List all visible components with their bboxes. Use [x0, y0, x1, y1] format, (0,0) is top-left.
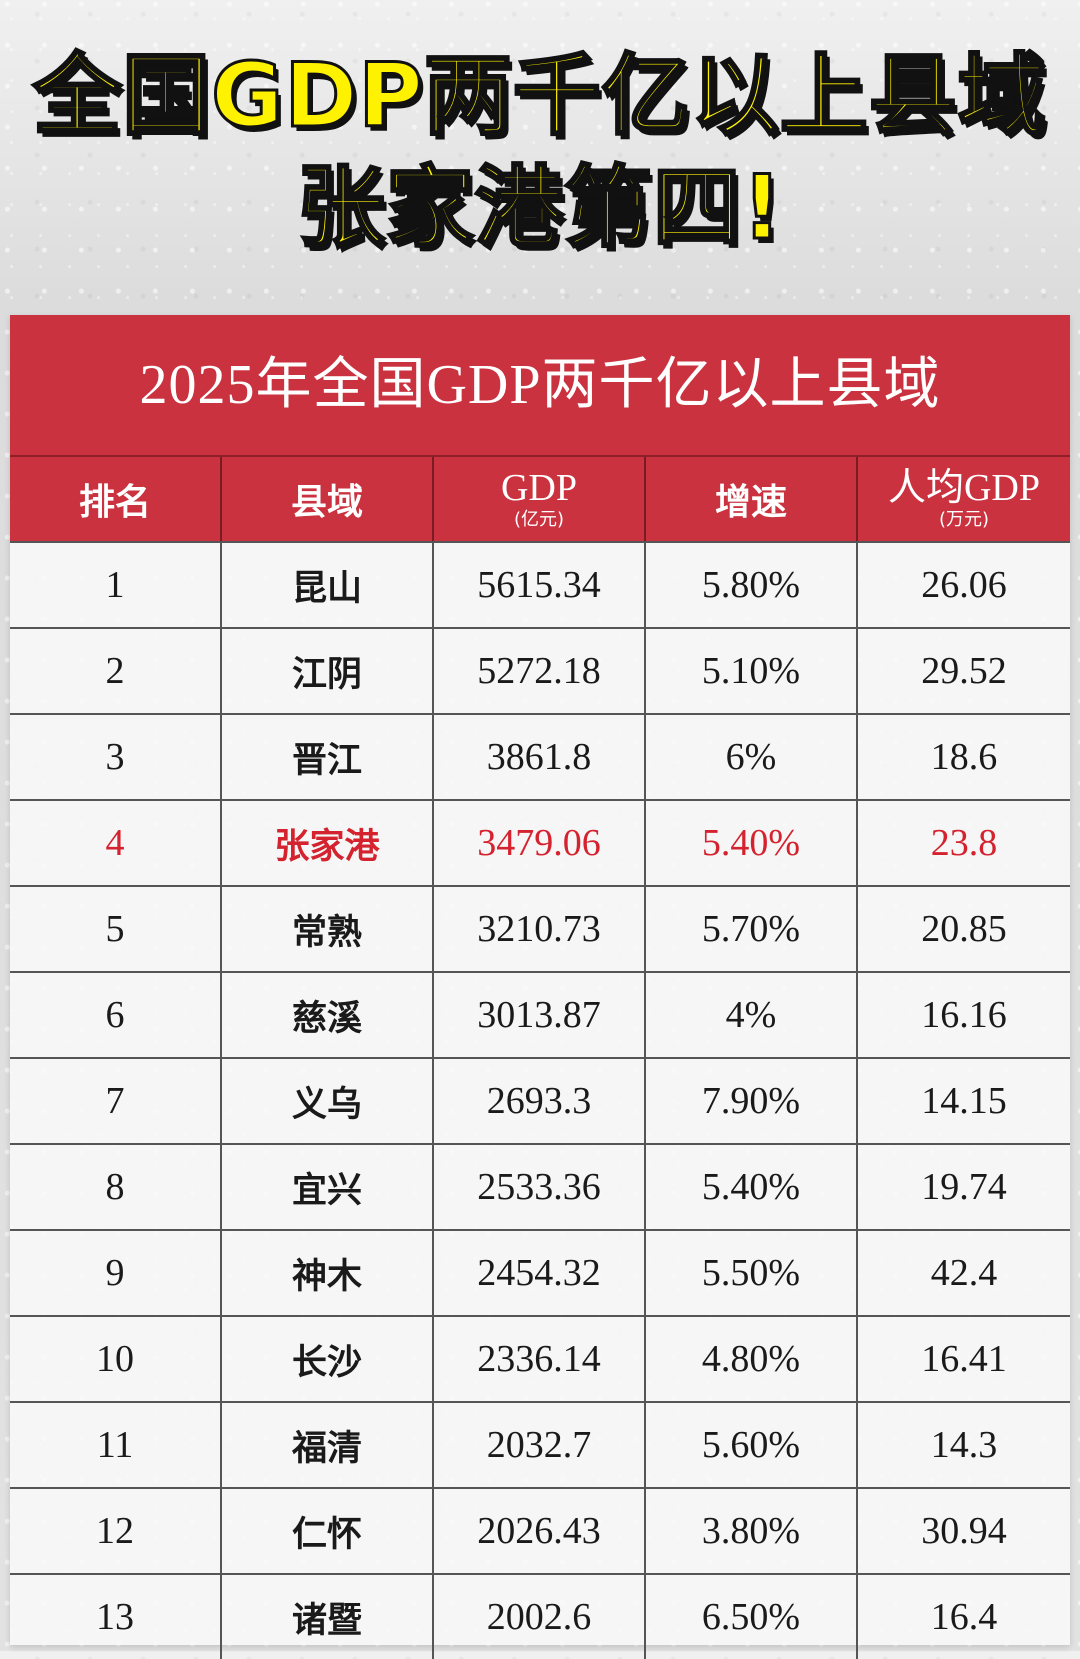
cell-rank: 8 — [10, 1145, 222, 1229]
gdp-table: 2025年全国GDP两千亿以上县域 排名 县域 GDP (亿元) 增速 人均GD… — [10, 315, 1070, 1659]
cell-per-capita: 16.4 — [930, 1596, 998, 1638]
table-row: 12 仁怀 2026.43 3.80% 30.94 — [10, 1487, 1070, 1573]
cell-growth: 5.60% — [646, 1403, 858, 1487]
cell-gdp: 5272.18 — [434, 629, 646, 713]
cell-per-capita: 42.4 — [930, 1252, 998, 1294]
cell-county: 晋江 — [222, 715, 434, 799]
headline-line-2: 张家港第四! — [295, 155, 784, 261]
cell-gdp: 2693.3 — [434, 1059, 646, 1143]
cell-gdp: 2454.32 — [434, 1231, 646, 1315]
cell-gdp: 2032.7 — [434, 1403, 646, 1487]
cell-per-capita: 23.8 — [930, 822, 998, 864]
cell-per-capita: 29.52 — [921, 650, 1007, 692]
header-rank-label: 排名 — [78, 482, 151, 523]
cell-rank: 2 — [10, 629, 222, 713]
header-gdp-unit: (亿元) — [513, 509, 565, 530]
header-per-capita: 人均GDP (万元) — [858, 457, 1070, 541]
header-rank: 排名 — [10, 457, 222, 541]
header-county-label: 县域 — [290, 482, 363, 523]
cell-growth: 4.80% — [646, 1317, 858, 1401]
cell-gdp: 2533.36 — [434, 1145, 646, 1229]
cell-per-capita: 19.74 — [921, 1166, 1007, 1208]
cell-per-capita: 16.16 — [921, 994, 1007, 1036]
cell-rank: 4 — [10, 801, 222, 885]
cell-rank: 12 — [10, 1489, 222, 1573]
cell-county: 张家港 — [222, 801, 434, 885]
cell-rank: 1 — [10, 543, 222, 627]
cell-gdp: 2026.43 — [434, 1489, 646, 1573]
cell-rank: 13 — [10, 1575, 222, 1659]
cell-county: 江阴 — [222, 629, 434, 713]
cell-gdp: 3210.73 — [434, 887, 646, 971]
table-row: 10 长沙 2336.14 4.80% 16.41 — [10, 1315, 1070, 1401]
cell-growth: 7.90% — [646, 1059, 858, 1143]
cell-per-capita: 26.06 — [921, 564, 1007, 606]
cell-growth: 4% — [646, 973, 858, 1057]
cell-per-capita: 16.41 — [921, 1338, 1007, 1380]
table-header-row: 排名 县域 GDP (亿元) 增速 人均GDP (万元) — [10, 457, 1070, 541]
headline: 全国GDP两千亿以上县域 张家港第四! — [0, 40, 1080, 264]
cell-county: 义乌 — [222, 1059, 434, 1143]
table-row: 2 江阴 5272.18 5.10% 29.52 — [10, 627, 1070, 713]
cell-county: 常熟 — [222, 887, 434, 971]
header-per-capita-unit: (万元) — [938, 509, 990, 530]
cell-gdp: 2336.14 — [434, 1317, 646, 1401]
cell-growth: 5.80% — [646, 543, 858, 627]
cell-growth: 5.50% — [646, 1231, 858, 1315]
table-row: 7 义乌 2693.3 7.90% 14.15 — [10, 1057, 1070, 1143]
cell-county: 仁怀 — [222, 1489, 434, 1573]
cell-county: 长沙 — [222, 1317, 434, 1401]
cell-county: 昆山 — [222, 543, 434, 627]
cell-gdp: 3013.87 — [434, 973, 646, 1057]
cell-gdp: 3861.8 — [434, 715, 646, 799]
table-title: 2025年全国GDP两千亿以上县域 — [10, 315, 1070, 457]
cell-county: 福清 — [222, 1403, 434, 1487]
cell-growth: 6.50% — [646, 1575, 858, 1659]
table-row: 9 神木 2454.32 5.50% 42.4 — [10, 1229, 1070, 1315]
header-gdp: GDP (亿元) — [434, 457, 646, 541]
headline-line-1: 全国GDP两千亿以上县域 — [32, 43, 1048, 149]
cell-county: 神木 — [222, 1231, 434, 1315]
table-row: 3 晋江 3861.8 6% 18.6 — [10, 713, 1070, 799]
table-row: 8 宜兴 2533.36 5.40% 19.74 — [10, 1143, 1070, 1229]
header-county: 县域 — [222, 457, 434, 541]
table-row: 11 福清 2032.7 5.60% 14.3 — [10, 1401, 1070, 1487]
cell-rank: 7 — [10, 1059, 222, 1143]
table-row: 1 昆山 5615.34 5.80% 26.06 — [10, 541, 1070, 627]
cell-gdp: 2002.6 — [434, 1575, 646, 1659]
cell-per-capita: 14.3 — [930, 1424, 998, 1466]
cell-growth: 5.70% — [646, 887, 858, 971]
cell-gdp: 3479.06 — [434, 801, 646, 885]
header-growth: 增速 — [646, 457, 858, 541]
cell-growth: 5.40% — [646, 1145, 858, 1229]
cell-rank: 11 — [10, 1403, 222, 1487]
table-row: 13 诸暨 2002.6 6.50% 16.4 — [10, 1573, 1070, 1659]
table-row: 5 常熟 3210.73 5.70% 20.85 — [10, 885, 1070, 971]
header-growth-label: 增速 — [714, 482, 787, 523]
cell-growth: 5.10% — [646, 629, 858, 713]
cell-rank: 5 — [10, 887, 222, 971]
cell-per-capita: 14.15 — [921, 1080, 1007, 1122]
cell-growth: 3.80% — [646, 1489, 858, 1573]
cell-per-capita: 18.6 — [930, 736, 998, 778]
header-per-capita-label: 人均GDP — [887, 467, 1041, 509]
cell-rank: 3 — [10, 715, 222, 799]
table-row-highlighted: 4 张家港 3479.06 5.40% 23.8 — [10, 799, 1070, 885]
cell-gdp: 5615.34 — [434, 543, 646, 627]
cell-growth: 6% — [646, 715, 858, 799]
cell-county: 宜兴 — [222, 1145, 434, 1229]
cell-per-capita: 30.94 — [921, 1510, 1007, 1552]
cell-growth: 5.40% — [646, 801, 858, 885]
cell-per-capita: 20.85 — [921, 908, 1007, 950]
cell-rank: 6 — [10, 973, 222, 1057]
cell-county: 慈溪 — [222, 973, 434, 1057]
table-row: 6 慈溪 3013.87 4% 16.16 — [10, 971, 1070, 1057]
header-gdp-label: GDP — [500, 467, 578, 509]
table-body: 1 昆山 5615.34 5.80% 26.06 2 江阴 5272.18 5.… — [10, 541, 1070, 1659]
cell-rank: 10 — [10, 1317, 222, 1401]
cell-county: 诸暨 — [222, 1575, 434, 1659]
cell-rank: 9 — [10, 1231, 222, 1315]
